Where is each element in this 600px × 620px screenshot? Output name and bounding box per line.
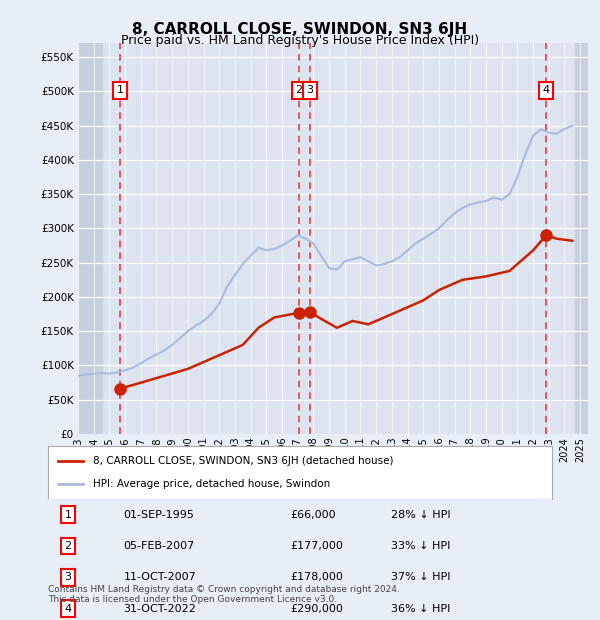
Text: 31-OCT-2022: 31-OCT-2022 (124, 604, 196, 614)
Text: £290,000: £290,000 (290, 604, 343, 614)
Text: 01-SEP-1995: 01-SEP-1995 (124, 510, 194, 520)
Text: 33% ↓ HPI: 33% ↓ HPI (391, 541, 450, 551)
Text: 36% ↓ HPI: 36% ↓ HPI (391, 604, 450, 614)
Bar (78, 43, 101, 434)
Text: HPI: Average price, detached house, Swindon: HPI: Average price, detached house, Swin… (94, 479, 331, 489)
Text: Contains HM Land Registry data © Crown copyright and database right 2024.
This d: Contains HM Land Registry data © Crown c… (48, 585, 400, 604)
Text: £66,000: £66,000 (290, 510, 335, 520)
Text: 1: 1 (65, 510, 71, 520)
Text: £178,000: £178,000 (290, 572, 343, 582)
Text: 1: 1 (116, 86, 124, 95)
Text: Price paid vs. HM Land Registry's House Price Index (HPI): Price paid vs. HM Land Registry's House … (121, 34, 479, 47)
Text: 37% ↓ HPI: 37% ↓ HPI (391, 572, 450, 582)
Text: 8, CARROLL CLOSE, SWINDON, SN3 6JH (detached house): 8, CARROLL CLOSE, SWINDON, SN3 6JH (deta… (94, 456, 394, 466)
Text: 4: 4 (65, 604, 72, 614)
Text: 4: 4 (542, 86, 550, 95)
Text: 2: 2 (65, 541, 72, 551)
Text: 05-FEB-2007: 05-FEB-2007 (124, 541, 195, 551)
Text: £177,000: £177,000 (290, 541, 343, 551)
Text: 2: 2 (296, 86, 302, 95)
Text: 3: 3 (65, 572, 71, 582)
Text: 11-OCT-2007: 11-OCT-2007 (124, 572, 196, 582)
Text: 8, CARROLL CLOSE, SWINDON, SN3 6JH: 8, CARROLL CLOSE, SWINDON, SN3 6JH (133, 22, 467, 37)
Text: 28% ↓ HPI: 28% ↓ HPI (391, 510, 451, 520)
Bar (575, 43, 588, 434)
Text: 3: 3 (307, 86, 313, 95)
